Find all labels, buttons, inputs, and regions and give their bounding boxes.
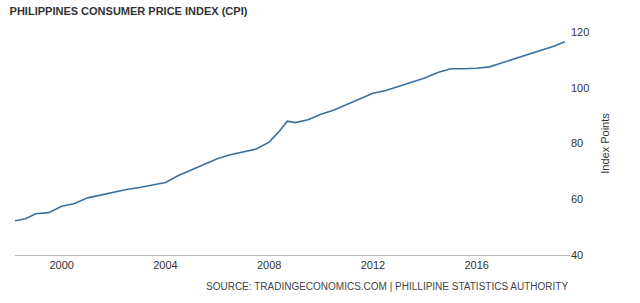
svg-text:PHILIPPINES CONSUMER PRICE IND: PHILIPPINES CONSUMER PRICE INDEX (CPI) [10,5,248,17]
svg-text:2000: 2000 [49,259,73,271]
svg-text:2012: 2012 [361,259,385,271]
svg-text:60: 60 [571,193,583,205]
svg-text:80: 80 [571,137,583,149]
svg-text:SOURCE: TRADINGECONOMICS.COM |: SOURCE: TRADINGECONOMICS.COM | PHILLIPIN… [206,281,568,292]
svg-text:40: 40 [571,249,583,261]
svg-text:120: 120 [571,26,589,38]
svg-text:2004: 2004 [153,259,177,271]
svg-text:Index Points: Index Points [599,113,611,174]
svg-text:2016: 2016 [464,259,488,271]
svg-text:2008: 2008 [257,259,281,271]
svg-text:100: 100 [571,82,589,94]
